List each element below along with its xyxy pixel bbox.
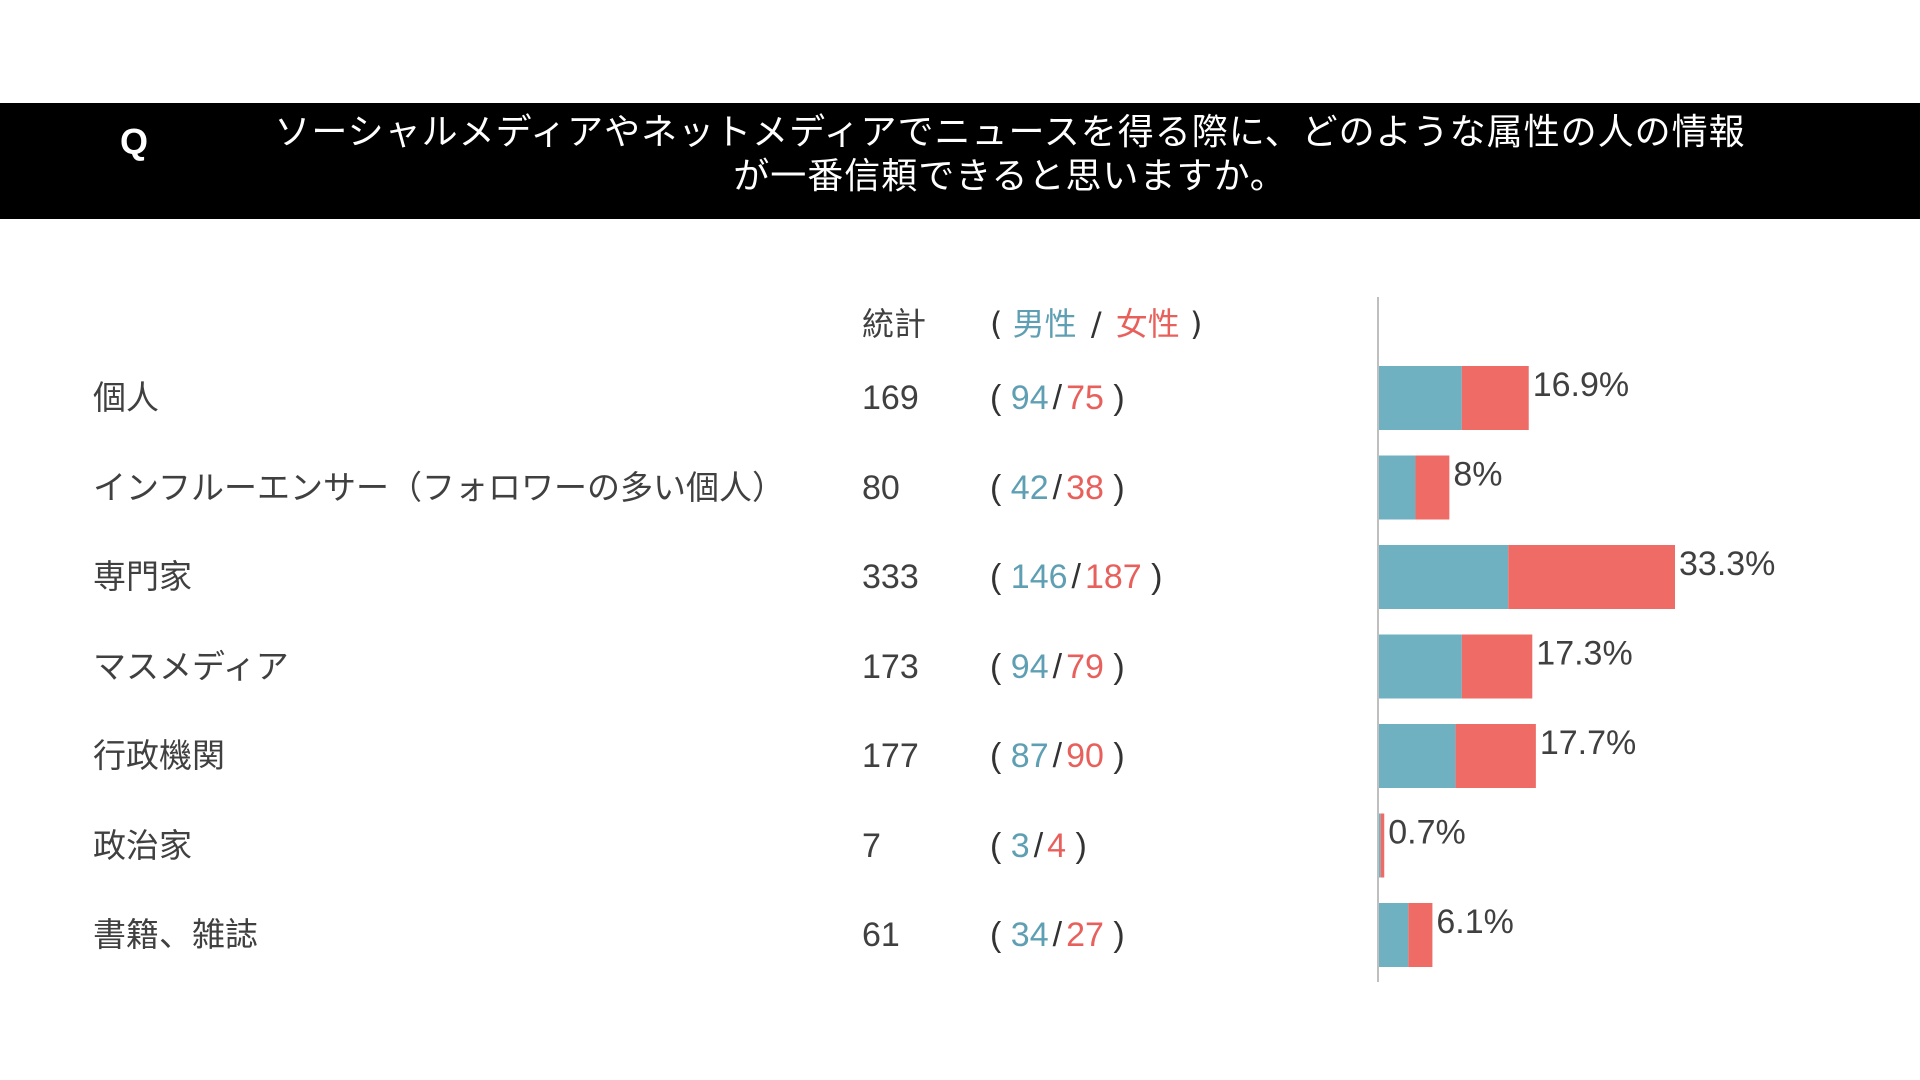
male-count: 94 [1010,379,1049,417]
row-category-label: 個人 [93,378,159,417]
split-close-paren: ) [1103,379,1125,417]
row-total-value: 7 [862,826,881,865]
header-female-label: 女性 [1115,305,1180,343]
question-line-2: が一番信頼できると思いますか。 [733,156,1287,197]
question-mark: Q [120,121,149,162]
split-close-paren: ) [1103,916,1125,954]
bar-female-segment [1461,366,1529,430]
split-open-paren: ( [990,826,1011,865]
bar-male-segment [1378,545,1509,609]
row-gender-split: ( 87/90 ) [990,732,1125,780]
bar-male-segment [1378,813,1381,878]
bar-female-segment [1455,724,1536,788]
bar-percent-label: 33.3% [1679,545,1775,583]
female-count: 79 [1066,647,1104,686]
split-close-paren: ) [1103,647,1125,686]
split-open-paren: ( [990,379,1011,417]
split-slash: / [1052,737,1063,775]
row-category-label: 専門家 [93,557,192,596]
male-count: 146 [1010,558,1068,596]
split-close-paren: ) [1141,558,1163,596]
split-open-paren: ( [990,558,1011,596]
split-slash: / [1052,647,1063,686]
bar-percent-label: 0.7% [1388,814,1466,852]
question-banner: Q ソーシャルメディアやネットメディアでニュースを得る際に、どのような属性の人の… [0,103,1920,219]
split-close-paren: ) [1103,737,1125,775]
question-text: ソーシャルメディアやネットメディアでニュースを得る際に、どのような属性の人の情報… [180,111,1840,199]
split-slash: / [1071,558,1081,596]
bar-male-segment [1378,455,1416,520]
question-line-1: ソーシャルメディアやネットメディアでニュースを得る際に、どのような属性の人の情報 [274,112,1746,153]
row-gender-split: ( 94/75 ) [990,374,1125,422]
split-slash: / [1052,379,1063,417]
row-category-label: 行政機関 [93,736,225,775]
split-open-paren: ( [990,647,1011,686]
male-count: 94 [1010,647,1049,686]
split-close-paren: ) [1103,468,1125,507]
bar-female-segment [1408,903,1433,967]
bar-percent-label: 17.7% [1540,724,1636,762]
split-close-paren: ) [1066,826,1087,865]
split-slash: / [1052,468,1063,507]
male-count: 3 [1010,826,1030,865]
female-count: 4 [1047,826,1067,865]
bar-female-segment [1380,813,1385,878]
row-total-value: 80 [862,468,900,507]
bar-male-segment [1378,724,1456,788]
row-category-label: マスメディア [93,646,289,686]
male-count: 87 [1010,737,1049,775]
row-gender-split: ( 34/27 ) [990,911,1125,959]
row-category-label: 書籍、雑誌 [93,915,258,954]
row-total-value: 169 [862,379,919,417]
bar-percent-label: 16.9% [1533,366,1629,404]
bar-percent-label: 17.3% [1536,635,1632,673]
female-count: 27 [1066,916,1104,954]
bar-male-segment [1378,903,1409,967]
row-total-value: 61 [862,916,900,954]
header-open-paren: ( [990,305,1003,343]
bar-female-segment [1461,634,1533,699]
male-count: 42 [1010,468,1049,507]
row-category-label: インフルーエンサー（フォロワーの多い個人） [93,467,786,507]
split-open-paren: ( [990,916,1011,954]
row-total-value: 173 [862,647,919,686]
female-count: 38 [1066,468,1104,507]
row-gender-split: ( 42/38 ) [990,464,1125,512]
header-male-label: 男性 [1012,305,1077,343]
row-category-label: 政治家 [93,825,192,865]
split-slash: / [1033,826,1044,865]
row-gender-split: ( 3/4 ) [990,822,1087,870]
female-count: 90 [1066,737,1104,775]
bar-percent-label: 8% [1453,456,1502,494]
row-total-value: 177 [862,737,919,775]
row-gender-split: ( 146/187 ) [990,553,1162,601]
female-count: 75 [1066,379,1104,417]
female-count: 187 [1084,558,1142,596]
bar-female-segment [1415,455,1450,520]
header-close-paren: ) [1189,305,1203,343]
split-open-paren: ( [990,737,1011,775]
bar-male-segment [1378,634,1462,699]
row-gender-split: ( 94/79 ) [990,643,1125,691]
header-slash: / [1090,305,1102,343]
split-open-paren: ( [990,468,1011,507]
row-total-value: 333 [862,558,919,596]
bar-percent-label: 6.1% [1436,903,1514,941]
gender-column-header: ( 男性 / 女性 ) [990,300,1202,348]
male-count: 34 [1010,916,1049,954]
bar-female-segment [1508,545,1675,609]
split-slash: / [1052,916,1063,954]
total-column-header: 統計 [862,305,927,343]
bar-male-segment [1378,366,1462,430]
